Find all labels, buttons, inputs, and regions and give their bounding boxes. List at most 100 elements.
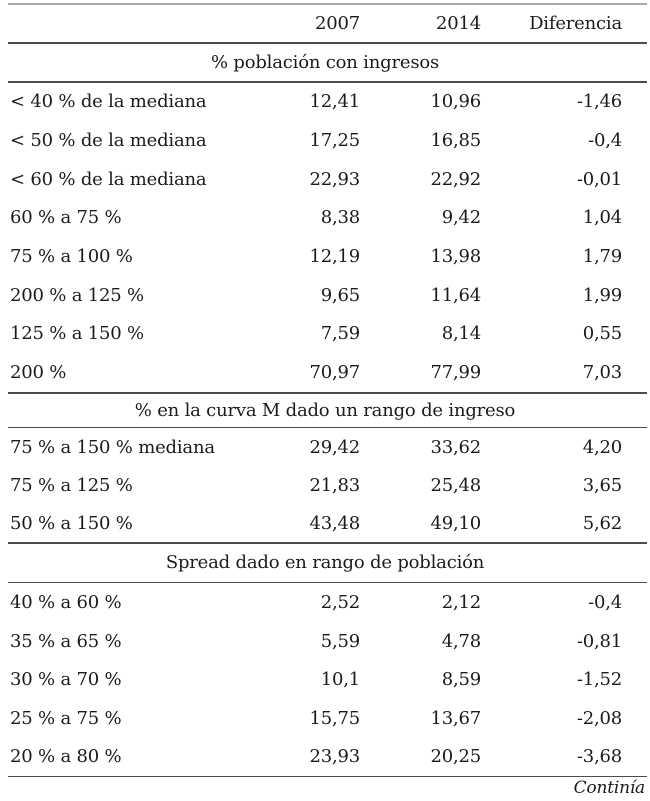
table-header-row: 2007 2014 Diferencia (0, 5, 650, 42)
table-row: 75 % a 100 % 12,19 13,98 1,79 (0, 237, 650, 276)
value-2007: 70,97 (309, 362, 360, 384)
rule-below-section-3-title (8, 581, 647, 584)
value-2014: 13,98 (430, 246, 481, 268)
table-row: 25 % a 75 % 15,75 13,67 -2,08 (0, 699, 650, 738)
row-label: 125 % a 150 % (10, 323, 144, 345)
value-2007: 43,48 (309, 512, 360, 534)
row-label: 75 % a 100 % (10, 246, 133, 268)
row-label: 200 % (10, 362, 67, 384)
value-2014: 9,42 (441, 207, 481, 229)
value-2007: 23,93 (309, 746, 360, 768)
section-title-ingresos: % población con ingresos (210, 51, 440, 73)
value-2014: 10,96 (430, 91, 481, 113)
value-diferencia: -0,81 (576, 630, 622, 652)
table-bottom-rule (8, 775, 647, 778)
rule-below-section-2-title (8, 426, 647, 428)
value-diferencia: -0,4 (588, 130, 622, 152)
row-label: < 50 % de la mediana (10, 130, 207, 152)
value-diferencia: -1,52 (576, 669, 622, 691)
value-2014: 4,78 (441, 630, 481, 652)
value-2007: 29,42 (309, 436, 360, 458)
rule-above-section-3-title (8, 542, 647, 544)
table-row: 60 % a 75 % 8,38 9,42 1,04 (0, 199, 650, 238)
table-row: 20 % a 80 % 23,93 20,25 -3,68 (0, 737, 650, 776)
rule-below-header (8, 42, 647, 44)
value-2007: 9,65 (320, 284, 360, 306)
table-row: 75 % a 125 % 21,83 25,48 3,65 (0, 466, 650, 504)
row-label: 20 % a 80 % (10, 746, 122, 768)
table-top-rule (8, 3, 647, 5)
table-row: 125 % a 150 % 7,59 8,14 0,55 (0, 315, 650, 354)
section-title-curva-m: % en la curva M dado un rango de ingreso (134, 399, 516, 421)
table-row: 200 % 70,97 77,99 7,03 (0, 353, 650, 392)
value-2007: 7,59 (320, 323, 360, 345)
row-label: 60 % a 75 % (10, 207, 122, 229)
value-diferencia: 4,20 (582, 436, 622, 458)
value-diferencia: 7,03 (582, 362, 622, 384)
section-2-rows: 75 % a 150 % mediana 29,42 33,62 4,20 75… (0, 428, 650, 542)
column-header-2007: 2007 (314, 13, 360, 34)
value-diferencia: -3,68 (576, 746, 622, 768)
value-2014: 13,67 (430, 707, 481, 729)
value-2007: 22,93 (309, 168, 360, 190)
value-diferencia: 1,79 (582, 246, 622, 268)
value-2007: 8,38 (320, 207, 360, 229)
value-diferencia: -0,4 (588, 592, 622, 614)
value-2014: 20,25 (430, 746, 481, 768)
value-diferencia: -2,08 (576, 707, 622, 729)
value-2014: 8,59 (441, 669, 481, 691)
table-row: 75 % a 150 % mediana 29,42 33,62 4,20 (0, 428, 650, 466)
row-label: 25 % a 75 % (10, 707, 122, 729)
value-2007: 2,52 (320, 592, 360, 614)
value-2007: 10,1 (320, 669, 360, 691)
value-2007: 21,83 (309, 474, 360, 496)
table-row: 50 % a 150 % 43,48 49,10 5,62 (0, 504, 650, 542)
row-label: 75 % a 125 % (10, 474, 133, 496)
value-2007: 5,59 (320, 630, 360, 652)
table-row: < 50 % de la mediana 17,25 16,85 -0,4 (0, 121, 650, 160)
table-row: 200 % a 125 % 9,65 11,64 1,99 (0, 276, 650, 315)
value-2007: 17,25 (309, 130, 360, 152)
section-3-rows: 40 % a 60 % 2,52 2,12 -0,4 35 % a 65 % 5… (0, 583, 650, 776)
value-2007: 12,19 (309, 246, 360, 268)
value-2014: 77,99 (430, 362, 481, 384)
column-header-diferencia: Diferencia (529, 13, 622, 34)
row-label: 50 % a 150 % (10, 512, 133, 534)
rule-below-section-1-title (8, 81, 647, 83)
row-label: < 40 % de la mediana (10, 91, 207, 113)
table-row: 40 % a 60 % 2,52 2,12 -0,4 (0, 583, 650, 622)
rule-above-section-2-title (8, 392, 647, 394)
value-2014: 2,12 (441, 592, 481, 614)
value-2014: 16,85 (430, 130, 481, 152)
value-2014: 49,10 (430, 512, 481, 534)
table-row: < 60 % de la mediana 22,93 22,92 -0,01 (0, 160, 650, 199)
row-label: 75 % a 150 % mediana (10, 436, 215, 458)
value-diferencia: 1,99 (582, 284, 622, 306)
value-2014: 11,64 (430, 284, 481, 306)
value-diferencia: 1,04 (582, 207, 622, 229)
value-2014: 25,48 (430, 474, 481, 496)
row-label: 40 % a 60 % (10, 592, 122, 614)
row-label: 200 % a 125 % (10, 284, 144, 306)
value-diferencia: 5,62 (582, 512, 622, 534)
row-label: 30 % a 70 % (10, 669, 122, 691)
row-label: 35 % a 65 % (10, 630, 122, 652)
value-diferencia: -1,46 (576, 91, 622, 113)
section-title-spread: Spread dado en rango de población (165, 552, 485, 574)
value-2014: 22,92 (430, 168, 481, 190)
value-diferencia: 3,65 (582, 474, 622, 496)
section-1-rows: < 40 % de la mediana 12,41 10,96 -1,46 <… (0, 83, 650, 393)
value-2014: 33,62 (430, 436, 481, 458)
value-2014: 8,14 (441, 323, 481, 345)
table-row: 30 % a 70 % 10,1 8,59 -1,52 (0, 660, 650, 699)
value-2007: 15,75 (309, 707, 360, 729)
continuation-note: Continía (573, 778, 646, 799)
table-row: < 40 % de la mediana 12,41 10,96 -1,46 (0, 83, 650, 122)
row-label: < 60 % de la mediana (10, 168, 207, 190)
value-diferencia: -0,01 (576, 168, 622, 190)
value-2007: 12,41 (309, 91, 360, 113)
value-diferencia: 0,55 (582, 323, 622, 345)
column-header-2014: 2014 (435, 13, 481, 34)
table-row: 35 % a 65 % 5,59 4,78 -0,81 (0, 622, 650, 661)
